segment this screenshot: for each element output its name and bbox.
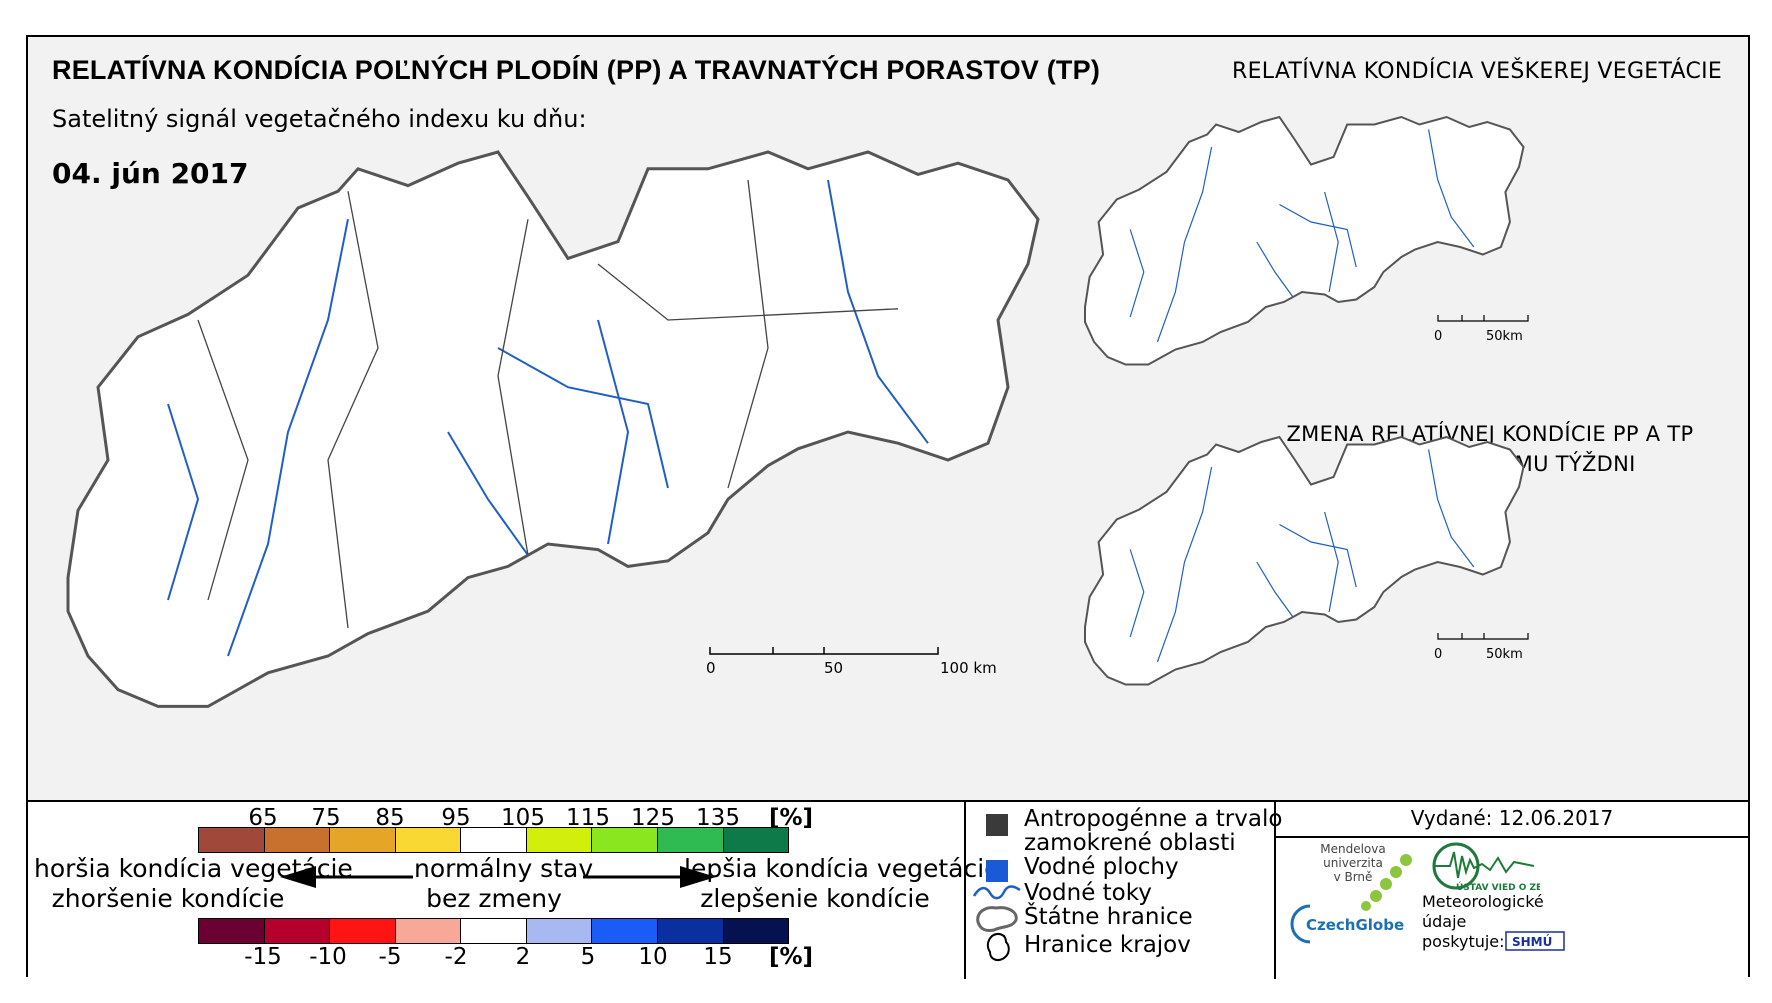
mendel-line1: Mendelova bbox=[1320, 842, 1386, 856]
condition-color-cell bbox=[395, 828, 462, 852]
condition-tick: 75 bbox=[311, 805, 341, 831]
change-tick: -5 bbox=[378, 944, 402, 970]
map-frame: RELATÍVNA KONDÍCIA POĽNÝCH PLODÍN (PP) A… bbox=[26, 35, 1750, 979]
meteo-line3: poskytuje: bbox=[1422, 932, 1505, 951]
condition-color-cell bbox=[461, 828, 527, 852]
condition-tick: 85 bbox=[375, 805, 405, 831]
no-change-label: bez zmeny bbox=[426, 884, 562, 913]
map-subtitle: Satelitný signál vegetačného indexu ku d… bbox=[52, 105, 587, 133]
change-color-cell bbox=[657, 919, 724, 943]
direction-arrows bbox=[280, 866, 716, 888]
left-arrow-icon bbox=[280, 866, 413, 888]
change-ticks: -15 -10 -5 -2 2 5 10 15 [%] bbox=[28, 944, 964, 972]
anthropogenic-swatch bbox=[986, 814, 1008, 836]
condition-tick: 105 bbox=[501, 805, 545, 831]
uvoz-text: ÚSTAV VIED O ZEMI bbox=[1456, 881, 1540, 893]
change-tick: 5 bbox=[580, 944, 596, 970]
main-map: 0 50 100 km 0 50km 0 50km bbox=[66, 115, 1529, 708]
water-area-label: Vodné plochy bbox=[1024, 854, 1179, 880]
mendel-line2: univerzita bbox=[1323, 856, 1383, 870]
czechglobe-logo: CzechGlobe bbox=[1290, 904, 1404, 944]
main-scale-bar bbox=[709, 647, 939, 655]
all-vegetation-title: RELATÍVNA KONDÍCIA VEŠKEREJ VEGETÁCIE bbox=[1232, 59, 1723, 84]
change-unit: [%] bbox=[768, 944, 814, 970]
worse-change-label: zhoršenie kondície bbox=[51, 884, 285, 913]
condition-unit: [%] bbox=[768, 805, 814, 831]
bottom-scale-end: 50km bbox=[1486, 647, 1523, 662]
state-border-label: Štátne hranice bbox=[1024, 904, 1193, 930]
shmu-logo: SHMÚ bbox=[1505, 931, 1565, 951]
condition-tick: 95 bbox=[441, 805, 471, 831]
condition-color-cell bbox=[723, 828, 789, 852]
normal-state-label: normálny stav bbox=[414, 854, 594, 883]
condition-color-cell bbox=[657, 828, 724, 852]
condition-color-cell bbox=[526, 828, 593, 852]
condition-ticks: 65 75 85 95 105 115 125 135 [%] bbox=[28, 805, 964, 833]
change-tick: 2 bbox=[515, 944, 531, 970]
change-color-cell bbox=[723, 919, 789, 943]
main-map-shape bbox=[66, 150, 1040, 708]
condition-color-cell bbox=[264, 828, 331, 852]
better-condition-label: lepšia kondícia vegetácie bbox=[684, 854, 1000, 883]
top-scale-bar bbox=[1437, 315, 1529, 322]
weekly-change-map bbox=[1084, 435, 1525, 686]
condition-tick: 65 bbox=[248, 805, 278, 831]
czechglobe-text: CzechGlobe bbox=[1306, 916, 1404, 934]
change-color-cell bbox=[330, 919, 396, 943]
main-scale-end: 100 km bbox=[940, 659, 997, 677]
river-icon bbox=[972, 885, 1021, 900]
change-color-cell bbox=[461, 919, 527, 943]
meteo-line2: údaje bbox=[1422, 912, 1467, 931]
main-scale-mid: 50 bbox=[824, 659, 843, 677]
meteo-provider-text: Meteorologické údaje poskytuje: bbox=[1422, 892, 1544, 952]
mendel-dots-logo bbox=[1361, 854, 1412, 911]
bottom-scale-zero: 0 bbox=[1434, 647, 1442, 662]
anthropogenic-label-2: zamokrené oblasti bbox=[1024, 830, 1236, 856]
change-color-cell bbox=[199, 919, 265, 943]
change-tick: -10 bbox=[309, 944, 347, 970]
change-tick: 10 bbox=[638, 944, 668, 970]
condition-color-cell bbox=[199, 828, 265, 852]
change-color-cell bbox=[592, 919, 658, 943]
water-area-swatch bbox=[986, 860, 1008, 882]
change-color-cell bbox=[264, 919, 331, 943]
worse-condition-label: horšia kondícia vegetácie bbox=[34, 854, 353, 883]
main-scale-zero: 0 bbox=[706, 659, 716, 677]
change-tick: -2 bbox=[444, 944, 468, 970]
condition-color-cell bbox=[592, 828, 658, 852]
mendel-univ-text: Mendelova univerzita v Brně bbox=[1318, 842, 1388, 884]
change-colorbar bbox=[198, 918, 789, 944]
change-tick: 15 bbox=[703, 944, 733, 970]
issued-date: Vydané: 12.06.2017 bbox=[1276, 802, 1748, 838]
change-color-cell bbox=[526, 919, 593, 943]
uvoz-logo: ÚSTAV VIED O ZEMI bbox=[1432, 842, 1540, 893]
river-label: Vodné toky bbox=[1024, 880, 1152, 906]
map-title: RELATÍVNA KONDÍCIA POĽNÝCH PLODÍN (PP) A… bbox=[52, 55, 1101, 85]
region-border-icon bbox=[986, 933, 1010, 961]
better-change-label: zlepšenie kondície bbox=[700, 884, 930, 913]
condition-color-cell bbox=[330, 828, 396, 852]
right-arrow-icon bbox=[583, 866, 716, 888]
condition-tick: 125 bbox=[631, 805, 675, 831]
mendel-line3: v Brně bbox=[1333, 870, 1373, 884]
legend-divider-1 bbox=[964, 802, 966, 979]
anthropogenic-label-1: Antropogénne a trvalo bbox=[1024, 806, 1283, 832]
legend-panel: 65 75 85 95 105 115 125 135 [%] horšia k… bbox=[28, 800, 1748, 979]
state-border-icon bbox=[976, 906, 1018, 932]
meteo-line1: Meteorologické bbox=[1422, 892, 1544, 911]
legend-divider-2 bbox=[1274, 802, 1276, 979]
condition-tick: 135 bbox=[696, 805, 740, 831]
bottom-scale-bar bbox=[1437, 633, 1529, 640]
top-scale-zero: 0 bbox=[1434, 329, 1442, 344]
all-vegetation-map bbox=[1084, 115, 1525, 366]
map-date: 04. jún 2017 bbox=[52, 157, 249, 190]
change-tick: -15 bbox=[244, 944, 282, 970]
region-border-label: Hranice krajov bbox=[1024, 932, 1191, 958]
top-scale-end: 50km bbox=[1486, 329, 1523, 344]
condition-colorbar bbox=[198, 827, 789, 853]
shmu-text: SHMÚ bbox=[1512, 934, 1552, 949]
change-color-cell bbox=[395, 919, 462, 943]
condition-tick: 115 bbox=[566, 805, 610, 831]
